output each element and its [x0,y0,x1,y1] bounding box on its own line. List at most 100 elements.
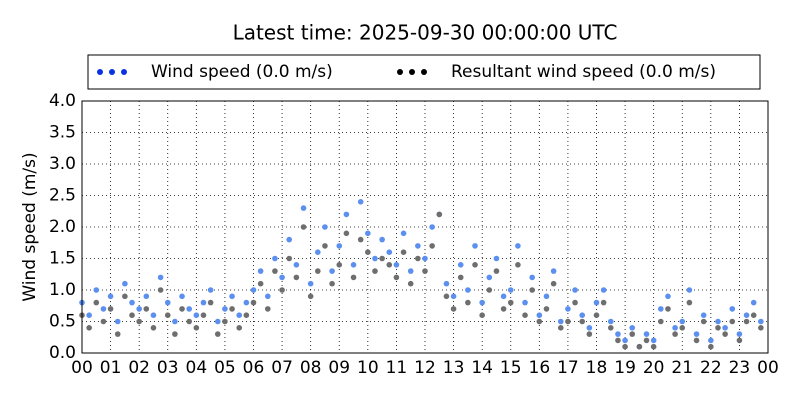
data-point [615,331,621,337]
data-point [114,318,121,325]
data-point [515,262,521,268]
data-point [272,255,278,262]
data-point [736,337,743,344]
data-point [729,318,736,325]
data-point [665,293,671,300]
data-point [400,230,407,237]
data-point [264,306,271,312]
data-point [143,293,150,300]
data-point [615,337,621,344]
data-point [522,312,528,319]
data-point [186,318,192,325]
x-tick-label: 20 [643,358,665,378]
data-point [693,331,700,337]
data-point [279,287,285,293]
data-point [629,331,636,337]
data-point [429,224,435,230]
legend-marker [397,69,403,75]
data-point [222,318,228,325]
data-point [329,280,335,287]
data-point [543,293,550,300]
data-point [507,299,514,306]
data-point [322,224,328,230]
data-point [572,299,578,306]
x-tick-label: 21 [671,358,693,378]
data-point [386,249,393,255]
data-point [543,306,550,312]
data-point [443,293,450,300]
data-point [557,325,564,331]
data-point [300,224,307,230]
x-tick-label: 01 [100,358,122,378]
data-point [750,299,757,306]
data-point [415,255,421,262]
data-point [200,299,207,306]
data-point [243,312,250,319]
data-point [472,243,478,249]
data-point [465,287,471,293]
data-point [214,331,221,337]
data-point [93,299,100,306]
data-point [286,255,293,262]
data-point [643,337,650,344]
data-point [407,280,414,287]
data-point [243,299,250,306]
data-point [622,337,628,344]
data-point [579,312,586,319]
data-point [150,312,157,319]
y-axis-label: Wind speed (m/s) [20,152,40,301]
data-point [372,255,378,262]
data-point [443,280,450,287]
x-tick-label: 23 [729,358,751,378]
data-point [336,262,343,268]
data-point [500,306,507,312]
data-point [143,306,150,312]
data-point [393,274,400,281]
data-point [736,331,743,337]
data-point [658,306,664,312]
legend-marker [109,69,115,75]
data-point [729,306,736,312]
data-point [293,262,300,268]
data-point [164,299,171,306]
x-tick-label: 02 [128,358,150,378]
data-point [515,243,521,249]
data-point [214,318,221,325]
legend-marker [421,69,427,75]
data-point [379,255,385,262]
data-point [665,306,671,312]
data-point [322,243,328,249]
data-point [700,312,707,319]
data-point [557,318,564,325]
data-point [100,306,107,312]
data-point [357,236,364,243]
legend-label: Wind speed (0.0 m/s) [151,62,333,82]
data-point [743,312,750,319]
data-point [222,306,228,312]
y-tick-label: 2.0 [49,217,76,237]
x-tick-label: 05 [214,358,236,378]
data-point [100,318,107,325]
data-point [93,287,100,293]
data-point [679,325,686,331]
data-point [643,331,650,337]
data-point [650,337,657,344]
x-tick-label: 08 [300,358,322,378]
x-tick-label: 00 [757,358,779,378]
data-point [207,287,214,293]
data-point [607,318,614,325]
data-point [279,274,285,281]
data-point [365,230,371,237]
data-point [722,325,728,331]
data-point [586,331,593,337]
data-point [593,299,600,306]
data-point [114,331,121,337]
data-point [286,236,293,243]
data-point [650,343,657,350]
data-point [122,293,128,300]
data-point [207,299,214,306]
data-point [107,293,114,300]
data-point [750,312,757,319]
data-point [529,274,535,281]
data-point [307,293,314,300]
